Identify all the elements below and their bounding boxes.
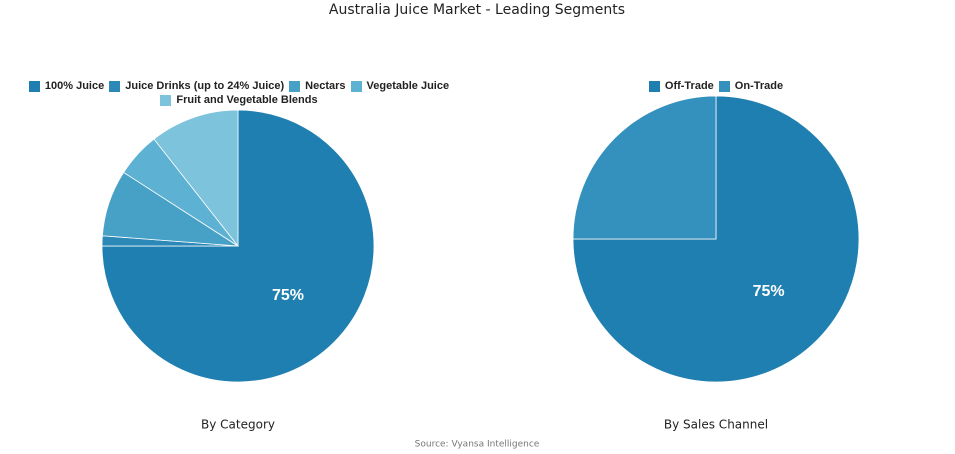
value-label: 75% (753, 283, 785, 300)
legend-item: On-Trade (718, 80, 784, 92)
legend-item: Vegetable Juice (350, 80, 450, 92)
legend-swatch (28, 80, 40, 92)
legend-swatch (350, 80, 362, 92)
chart-title: Australia Juice Market - Leading Segment… (329, 2, 625, 18)
source: Source: Vyansa Intelligence (415, 440, 540, 450)
legend-label: On-Trade (734, 80, 784, 92)
legend-swatch (109, 80, 121, 92)
chart-subtitle: By Sales Channel (664, 418, 768, 432)
pie-slice (153, 109, 239, 248)
legend-swatch (289, 80, 301, 92)
value-label: 75% (272, 287, 304, 304)
pie-slice (572, 95, 860, 383)
legend-item: Nectars (289, 80, 346, 92)
legend-swatch (648, 80, 660, 92)
legend-swatch (160, 94, 172, 106)
legend-item: Fruit and Vegetable Blends (160, 94, 318, 106)
legend-item: Juice Drinks (up to 24% Juice) (109, 80, 284, 92)
legend-item: Off-Trade (648, 80, 714, 92)
legend-label: 100% Juice (44, 80, 105, 92)
legend: 100% Juice Juice Drinks (up to 24% Juice)… (14, 80, 464, 106)
legend-label: Fruit and Vegetable Blends (176, 94, 318, 106)
legend-label: Nectars (305, 80, 346, 92)
legend-swatch (718, 80, 730, 92)
legend-item: 100% Juice (28, 80, 105, 92)
legend-label: Vegetable Juice (366, 80, 450, 92)
chart-subtitle: By Category (201, 418, 275, 432)
legend: Off-Trade On-Trade (516, 80, 916, 92)
pie-slice (572, 95, 717, 240)
legend-label: Juice Drinks (up to 24% Juice) (125, 80, 285, 92)
legend-label: Off-Trade (664, 80, 714, 92)
